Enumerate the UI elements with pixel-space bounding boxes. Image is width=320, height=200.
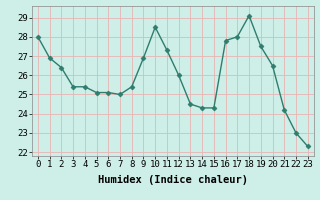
X-axis label: Humidex (Indice chaleur): Humidex (Indice chaleur)	[98, 175, 248, 185]
